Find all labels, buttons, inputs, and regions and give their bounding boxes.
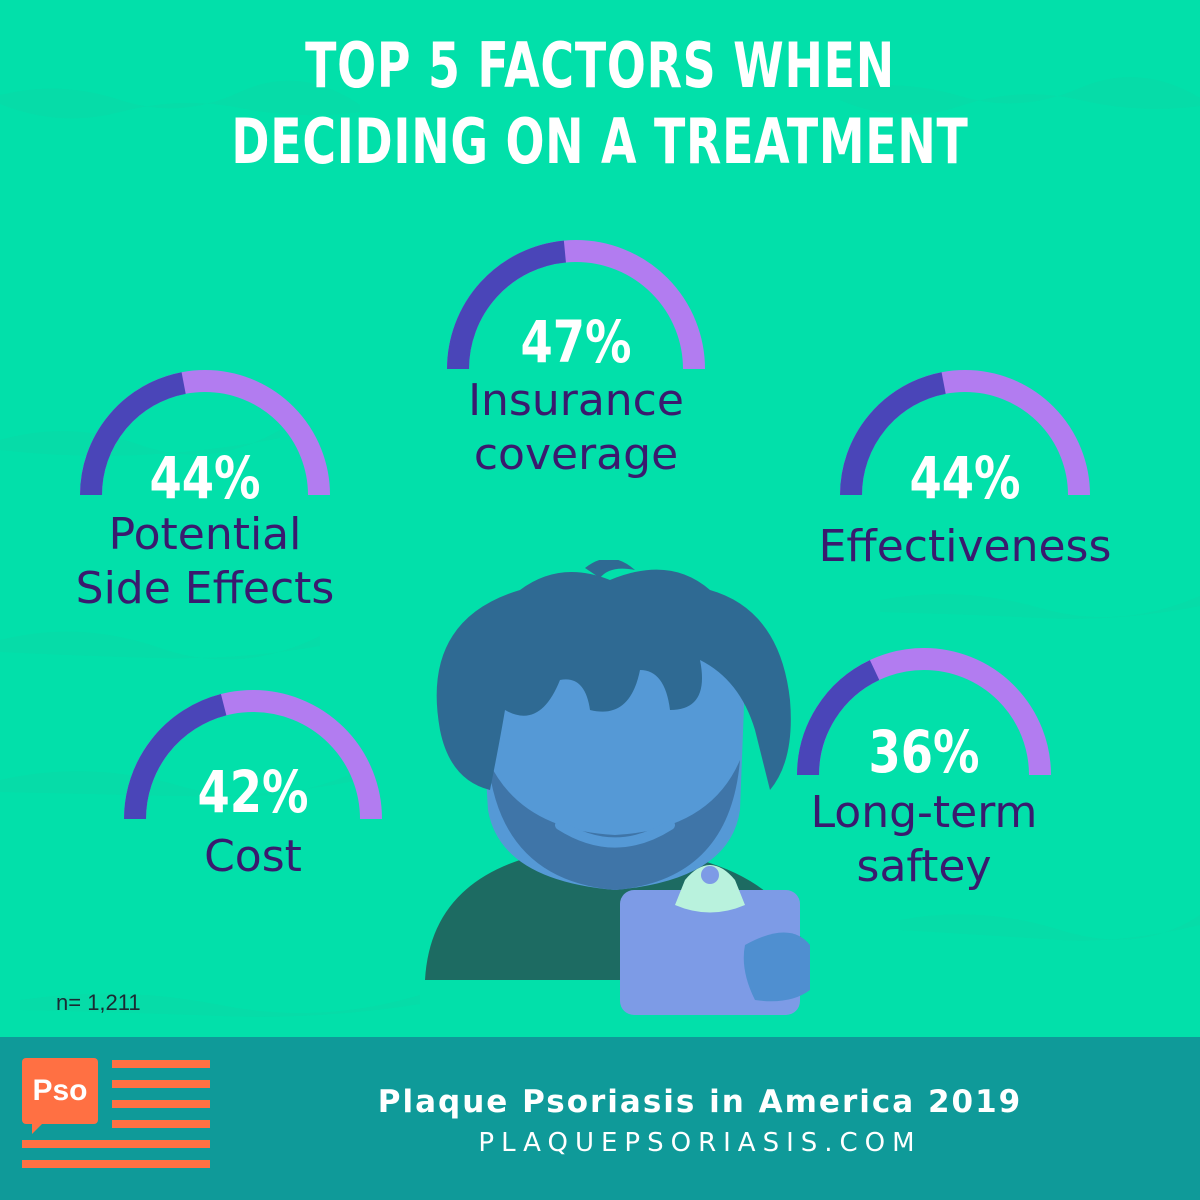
gauge-label-effectiveness: Effectiveness [785, 520, 1145, 574]
gauge-label-long-term-line-2: saftey [856, 841, 992, 892]
sample-size: n= 1,211 [56, 990, 141, 1015]
gauge-label-side-effects-line-2: Side Effects [75, 563, 335, 614]
gauge-arc-insurance [447, 240, 705, 370]
gauge-value-long-term: 36% [868, 718, 980, 786]
footer-url[interactable]: PLAQUEPSORIASIS.COM [478, 1128, 922, 1158]
footer-title: Plaque Psoriasis in America 2019 [377, 1084, 1023, 1120]
flag-stripe-6 [22, 1160, 210, 1168]
gauge-arc-effectiveness [840, 370, 1090, 496]
gauge-label-side-effects-line-1: Potential [108, 509, 302, 560]
flag-stripe-3 [112, 1100, 210, 1108]
gauge-effectiveness: 44% Effectiveness [819, 370, 1111, 590]
pso-logo: Pso [22, 1058, 98, 1124]
gauge-label-insurance-line-1: Insurance [468, 375, 684, 426]
background-texture [0, 0, 1200, 1040]
gauge-fill-side-effects [80, 372, 186, 496]
gauge-long-term: 36% Long-term saftey [797, 648, 1051, 908]
gauge-arc-long-term [797, 648, 1051, 776]
gauge-label-insurance: Insurance coverage [376, 374, 776, 482]
title-line-2: DECIDING ON A TREATMENT [231, 105, 969, 178]
gauge-label-cost: Cost [53, 830, 453, 884]
flag-stripe-4 [112, 1120, 210, 1128]
gauge-value-effectiveness: 44% [909, 444, 1021, 512]
gauge-label-effectiveness-line-1: Effectiveness [818, 521, 1112, 572]
flag-stripe-1 [112, 1060, 210, 1068]
gauge-value-cost: 42% [197, 758, 309, 826]
gauge-side-effects: 44% Potential Side Effects [76, 370, 334, 630]
gauge-fill-insurance [447, 240, 567, 370]
person-with-clipboard-icon [425, 560, 810, 1015]
gauge-arc-side-effects [80, 370, 330, 496]
gauge-insurance: 47% Insurance coverage [447, 240, 705, 500]
gauge-value-side-effects: 44% [149, 444, 261, 512]
gauge-label-side-effects: Potential Side Effects [5, 508, 405, 616]
gauge-fill-effectiveness [840, 372, 946, 496]
gauge-label-insurance-line-2: coverage [473, 429, 679, 480]
gauge-label-long-term-line-1: Long-term [810, 787, 1038, 838]
gauge-cost: 42% Cost [124, 690, 382, 890]
flag-stripe-5 [22, 1140, 210, 1148]
gauge-label-cost-line-1: Cost [204, 831, 302, 882]
gauge-fill-long-term [797, 660, 880, 776]
gauge-arc-cost [124, 690, 382, 820]
gauge-label-long-term: Long-term saftey [732, 786, 1116, 894]
infographic-title: TOP 5 FACTORS WHEN DECIDING ON A TREATME… [156, 28, 1044, 180]
gauge-value-insurance: 47% [520, 308, 632, 376]
pso-logo-tail [32, 1122, 44, 1134]
title-line-1: TOP 5 FACTORS WHEN [305, 29, 895, 102]
flag-stripe-2 [112, 1080, 210, 1088]
gauge-fill-cost [124, 694, 227, 820]
